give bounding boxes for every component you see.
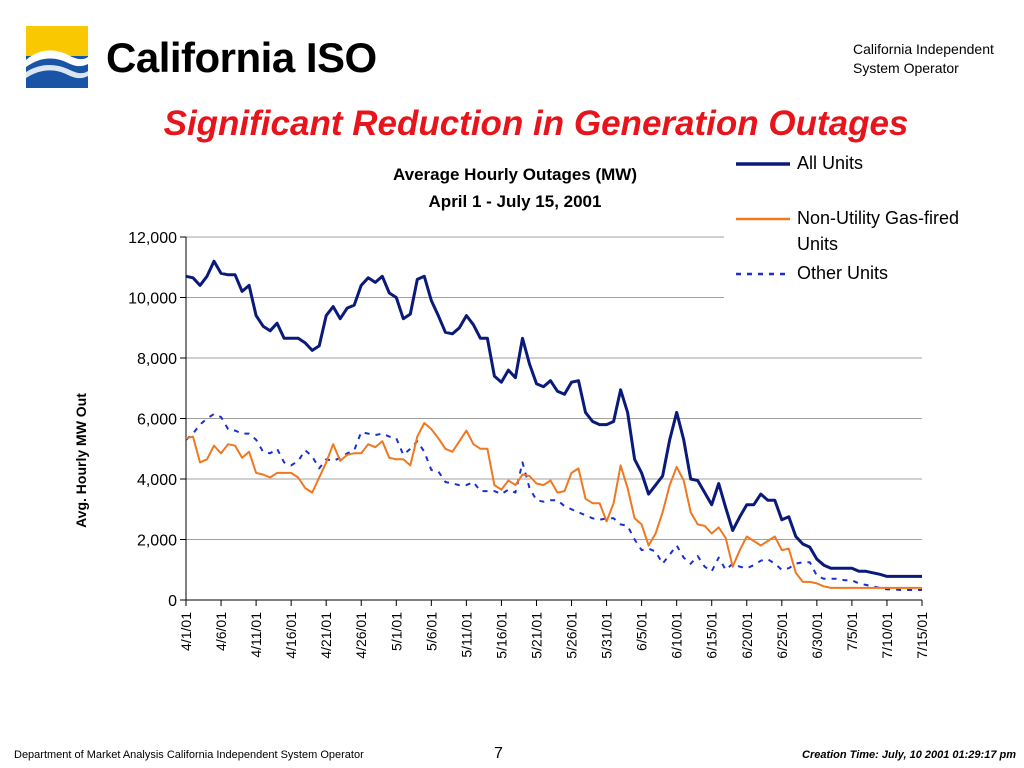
x-tick-label: 4/21/01 bbox=[318, 612, 334, 659]
y-axis-label: Avg. Hourly MW Out bbox=[73, 393, 89, 528]
y-tick-label: 8,000 bbox=[137, 351, 177, 368]
x-tick-label: 4/16/01 bbox=[283, 612, 299, 659]
y-tick-label: 2,000 bbox=[137, 533, 177, 550]
x-tick-label: 5/11/01 bbox=[458, 612, 474, 658]
y-tick-label: 6,000 bbox=[137, 412, 177, 429]
x-tick-label: 6/5/01 bbox=[634, 612, 650, 651]
x-tick-label: 5/16/01 bbox=[493, 612, 509, 659]
series-line-other-units bbox=[185, 413, 922, 591]
x-tick-label: 4/1/01 bbox=[178, 612, 194, 651]
x-tick-label: 5/26/01 bbox=[564, 612, 580, 659]
y-tick-label: 12,000 bbox=[128, 230, 177, 247]
org-full-line2: System Operator bbox=[853, 60, 959, 76]
org-name: California ISO bbox=[106, 34, 377, 81]
x-tick-label: 4/26/01 bbox=[353, 612, 369, 659]
x-tick-label: 6/25/01 bbox=[774, 612, 790, 659]
org-full-line1: California Independent bbox=[853, 41, 994, 57]
legend-all-units-label: All Units bbox=[797, 153, 863, 173]
x-tick-label: 5/6/01 bbox=[423, 612, 439, 651]
legend-gas-fired-label: Non-Utility Gas-fired bbox=[797, 208, 959, 228]
x-tick-label: 4/6/01 bbox=[213, 612, 229, 651]
x-tick-label: 4/11/01 bbox=[248, 612, 264, 658]
y-tick-label: 10,000 bbox=[128, 291, 177, 308]
outages-line-chart: Average Hourly Outages (MW) April 1 - Jul… bbox=[73, 153, 960, 659]
footer-department: Department of Market Analysis California… bbox=[14, 749, 364, 761]
slide-title: Significant Reduction in Generation Outa… bbox=[163, 104, 909, 143]
x-tick-label: 6/20/01 bbox=[739, 612, 755, 659]
california-iso-logo-icon bbox=[26, 26, 88, 88]
y-tick-label: 4,000 bbox=[137, 472, 177, 489]
x-tick-label: 7/10/01 bbox=[879, 612, 895, 659]
series-line-all-units bbox=[185, 259, 922, 578]
y-tick-label: 0 bbox=[168, 593, 177, 610]
chart-title: Average Hourly Outages (MW) bbox=[393, 165, 637, 184]
x-tick-label: 6/10/01 bbox=[669, 612, 685, 659]
x-tick-label: 7/5/01 bbox=[844, 612, 860, 651]
org-full-name: California Independent System Operator bbox=[853, 40, 994, 78]
series-line-gas-fired bbox=[185, 422, 922, 589]
x-tick-label: 5/1/01 bbox=[388, 612, 404, 651]
x-tick-label: 6/30/01 bbox=[809, 612, 825, 659]
legend-other-units-label: Other Units bbox=[797, 263, 888, 283]
page-number: 7 bbox=[494, 745, 503, 762]
footer-creation-time: Creation Time: July, 10 2001 01:29:17 pm bbox=[802, 749, 1016, 761]
x-tick-label: 5/21/01 bbox=[528, 612, 544, 659]
x-tick-label: 6/15/01 bbox=[704, 612, 720, 659]
x-tick-label: 5/31/01 bbox=[599, 612, 615, 659]
x-tick-label: 7/15/01 bbox=[914, 612, 930, 659]
legend-gas-fired-label: Units bbox=[797, 234, 838, 254]
chart-subtitle: April 1 - July 15, 2001 bbox=[429, 192, 602, 211]
